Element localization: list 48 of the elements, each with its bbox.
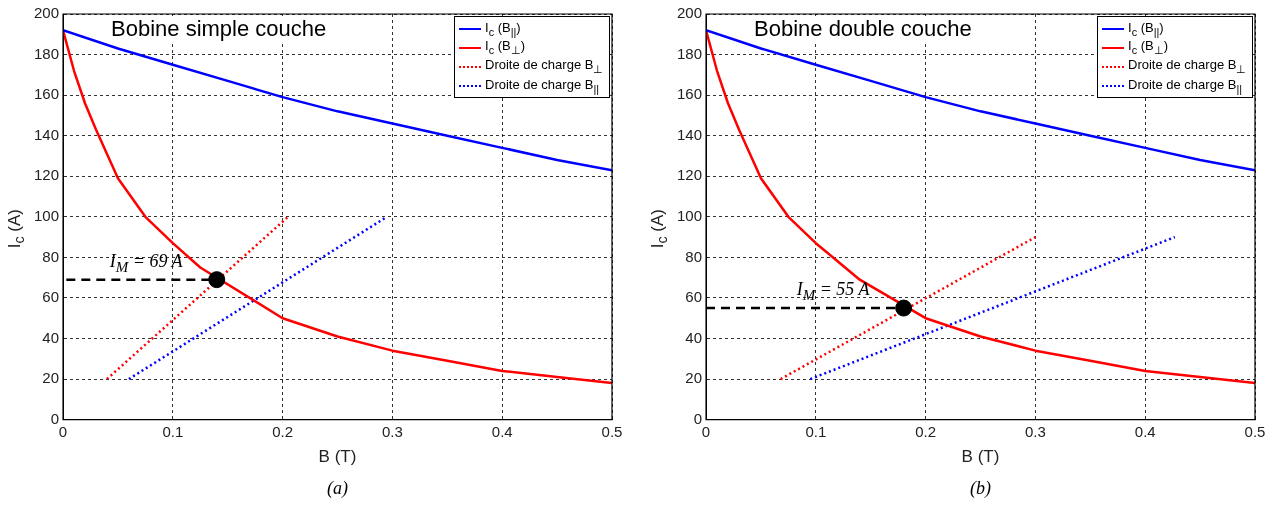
y-tick-label: 60: [42, 288, 60, 306]
text: (b): [970, 478, 991, 499]
y-tick-label: 140: [34, 125, 60, 143]
y-tick-label: 100: [677, 206, 703, 224]
y-tick-label: 0: [693, 409, 703, 427]
x-axis-title: B (T): [318, 447, 357, 467]
y-tick-label: 140: [677, 125, 703, 143]
y-tick-label: 100: [34, 206, 60, 224]
legend-label: I$_{c}$ (B$_{⊥}$): [485, 38, 526, 57]
annotation: I$_{M}$ = 69 A: [109, 250, 183, 276]
y-tick-label: 40: [685, 328, 703, 346]
x-tick-label: 0.1: [162, 422, 184, 440]
legend-label: I$_{c}$ (B$_{⊥}$): [1128, 38, 1169, 57]
y-tick-label: 180: [34, 44, 60, 62]
x-tick-label: 0.3: [1024, 422, 1046, 440]
legend-label: Droite de charge B$_{⊥}$: [1128, 57, 1247, 76]
y-tick-label: 40: [42, 328, 60, 346]
annotation: I$_{M}$ = 55 A: [796, 279, 870, 304]
chart-title: Bobine double couche: [754, 16, 972, 42]
legend-label: Droite de charge B$_{||}$: [1128, 76, 1243, 95]
y-tick-label: 160: [677, 85, 703, 103]
y-tick-label: 80: [685, 247, 703, 265]
y-tick-label: 20: [685, 369, 703, 387]
x-tick-label: 0.2: [272, 422, 294, 440]
y-tick-label: 160: [34, 85, 60, 103]
legend-label: Droite de charge B$_{⊥}$: [485, 57, 604, 76]
y-tick-label: 200: [677, 4, 703, 22]
x-tick-label: 0.5: [1244, 422, 1266, 440]
x-tick-label: 0.1: [805, 422, 827, 440]
legend-label: I$_{c}$ (B$_{||}$): [485, 19, 521, 38]
y-tick-label: 60: [685, 288, 703, 306]
y-tick-label: 180: [677, 44, 703, 62]
y-tick-label: 200: [34, 4, 60, 22]
y-tick-label: 20: [42, 369, 60, 387]
y-tick-label: 80: [42, 247, 60, 265]
chart-title: Bobine simple couche: [111, 16, 327, 42]
x-axis-title: B (T): [961, 447, 1000, 467]
x-tick-label: 0.3: [381, 422, 403, 440]
y-tick-label: 0: [50, 409, 60, 427]
y-tick-label: 120: [677, 166, 703, 184]
x-tick-label: 0.4: [491, 422, 513, 440]
x-tick-label: 0.4: [1134, 422, 1156, 440]
text: (a): [327, 478, 348, 499]
legend-label: I$_{c}$ (B$_{||}$): [1128, 19, 1164, 38]
y-tick-label: 120: [34, 166, 60, 184]
x-tick-label: 0.5: [601, 422, 623, 440]
x-tick-label: 0.2: [915, 422, 937, 440]
legend-label: Droite de charge B$_{||}$: [485, 76, 600, 95]
